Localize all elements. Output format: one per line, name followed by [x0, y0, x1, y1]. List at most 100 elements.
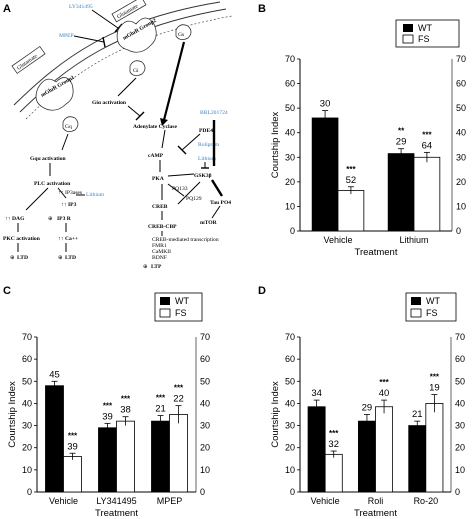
pq129-label: PQ129 [186, 196, 202, 202]
creb-cbp-label: CREB-CBP [148, 224, 177, 230]
ltp-plus: ⊕ [143, 264, 148, 270]
x-axis-title: Treatment [354, 508, 397, 519]
gq-protein: Gq [62, 116, 79, 132]
x-tick-label: LY341495 [96, 496, 136, 506]
glutamate-left-box: Glutamate [11, 45, 46, 74]
y-tick-label: 50 [285, 376, 295, 386]
ip3r-label: IP3 R [57, 216, 72, 222]
y2-tick-label: 20 [200, 443, 210, 453]
lithium2-label: Lithium [198, 156, 217, 162]
y2-tick-label: 70 [456, 54, 466, 64]
n-label-wt: 29 [362, 403, 373, 414]
creb-transcription-label: CREB-mediated transcription [152, 237, 219, 243]
x-tick-label: Lithium [399, 235, 428, 245]
panel-b: B WT FS 0 0 10 10 20 20 30 30 40 40 50 50 60 60 70 70 Co… [258, 3, 466, 258]
legend-wt-label: WT [426, 296, 440, 306]
mtor-label: mTOR [200, 220, 218, 226]
bar-wt [387, 153, 415, 232]
plc-activation-label: PLC activation [34, 181, 71, 187]
panel-a: A Glutamate Glutamate LY341495 MPEP mGlu… [3, 0, 233, 270]
significance-fs: *** [68, 431, 78, 440]
x-tick-label: Vehicle [311, 496, 340, 506]
x-axis-title: Treatment [355, 247, 398, 258]
y2-tick-label: 10 [200, 465, 210, 475]
significance-wt: ** [398, 127, 405, 136]
rolipram-label: Rolipram [198, 142, 220, 148]
bar-wt [357, 420, 376, 493]
n-label-wt: 29 [396, 137, 407, 148]
y2-tick-label: 30 [455, 421, 465, 431]
bar-fs [169, 414, 188, 493]
lithium1-label: Lithium [86, 192, 105, 198]
ca-label: ↑↑ Ca++ [58, 236, 78, 242]
y2-tick-label: 60 [455, 354, 465, 364]
gq-to-act-line [61, 133, 69, 151]
legend-fs-label: FS [175, 308, 187, 318]
y-axis-title: Courtship Index [270, 381, 281, 448]
ltd1-label: LTD [17, 255, 28, 261]
y-tick-label: 70 [285, 332, 295, 342]
ly341495-label: LY341495 [69, 4, 93, 10]
bar-fs [375, 406, 394, 493]
y2-tick-label: 10 [456, 201, 466, 211]
significance-fs: *** [329, 429, 339, 438]
ltd1-plus: ⊕ [10, 255, 15, 261]
ly-inhibit-line [91, 9, 119, 29]
y2-tick-label: 10 [455, 465, 465, 475]
n-label-fs: 39 [67, 441, 78, 452]
tau-to-mtor [211, 205, 221, 219]
pde4-inhibit-bar [177, 145, 187, 155]
y-tick-label: 30 [285, 152, 295, 162]
y2-tick-label: 0 [200, 487, 205, 497]
pde4-label: PDE4 [199, 128, 213, 134]
y-tick-label: 60 [285, 354, 295, 364]
n-label-wt: 30 [320, 99, 331, 110]
glutamate-right-box: Glutamate [111, 0, 147, 23]
significance-fs: *** [422, 130, 432, 139]
bar-fs [324, 453, 343, 493]
bar-fs [337, 190, 365, 232]
legend-wt-label: WT [175, 296, 189, 306]
y2-tick-label: 0 [456, 226, 461, 236]
legend-wt-swatch [411, 297, 421, 305]
gi-to-act-line [117, 77, 137, 97]
bar-wt [98, 427, 117, 493]
y-axis-title: Courtship Index [7, 381, 18, 448]
x-axis-title: Treatment [95, 508, 138, 519]
bar-fs [116, 420, 135, 493]
pka-gsk-line [167, 173, 195, 177]
bar-wt [311, 117, 339, 232]
y-tick-label: 70 [22, 332, 32, 342]
panel-d-letter: D [258, 285, 266, 297]
y2-tick-label: 20 [456, 177, 466, 187]
gi-label: Gi [133, 68, 139, 74]
y-tick-label: 60 [285, 79, 295, 89]
x-tick-label: Roli [368, 496, 384, 506]
y-tick-label: 70 [285, 54, 295, 64]
mpep-inhibit-bar [102, 36, 106, 48]
panel-c-axes: 0 0 10 10 20 20 30 30 40 40 50 50 60 60 70 70 Courtship … [7, 332, 210, 519]
gs-to-ac-arrowhead [160, 118, 168, 126]
gi-inhibit-ac-bar [135, 111, 145, 121]
bar-fs [63, 456, 82, 493]
y-tick-label: 20 [22, 443, 32, 453]
bar-fs [425, 403, 444, 493]
plc-to-dag [25, 187, 49, 211]
bar-wt [408, 425, 427, 493]
mglur-group1-receptor: mGluR Group1 [35, 75, 76, 111]
pka-label: PKA [152, 176, 164, 182]
significance-wt: *** [156, 394, 166, 403]
n-label-wt: 21 [155, 404, 166, 415]
significance-fs: *** [379, 378, 389, 387]
y2-tick-label: 70 [455, 332, 465, 342]
n-label-wt: 39 [102, 411, 113, 422]
dag-label: ↑↑ DAG [5, 216, 25, 222]
pq133-label: PQ133 [172, 186, 188, 192]
y-tick-label: 40 [285, 398, 295, 408]
pka-pq-line [167, 183, 185, 197]
bar-wt [307, 406, 326, 493]
x-tick-label: MPEP [157, 496, 183, 506]
panel-c: C WT FS 0 0 10 10 20 20 30 30 40 40 50 50 60 60 70 70 Co… [3, 285, 210, 519]
legend-wt-swatch [160, 297, 170, 305]
